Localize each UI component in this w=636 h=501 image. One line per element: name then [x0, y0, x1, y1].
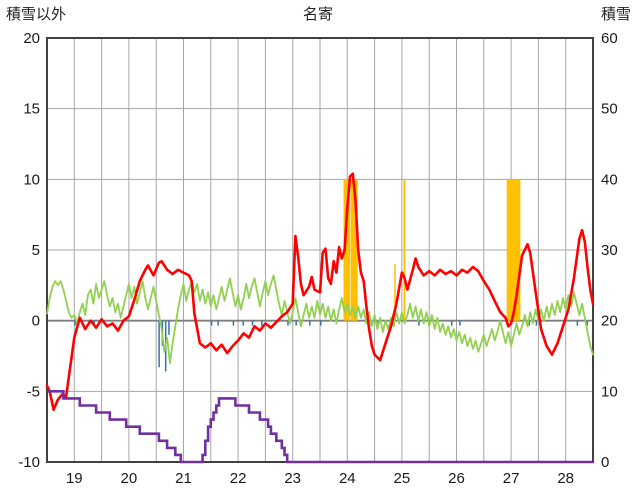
chart-title: 名寄: [302, 6, 334, 23]
grid-lines: [47, 38, 593, 462]
svg-text:15: 15: [23, 101, 40, 118]
red-line: [45, 172, 595, 412]
svg-text:20: 20: [23, 30, 40, 47]
purple-line: [47, 390, 593, 464]
svg-text:25: 25: [394, 470, 411, 487]
svg-text:5: 5: [32, 242, 40, 259]
svg-text:28: 28: [557, 470, 574, 487]
svg-text:-5: -5: [27, 383, 40, 400]
svg-text:20: 20: [121, 470, 138, 487]
right-axis-title: 積雪: [600, 6, 631, 23]
left-axis-title: 積雪以外: [6, 6, 67, 23]
svg-text:60: 60: [601, 30, 618, 47]
svg-text:20: 20: [601, 313, 618, 330]
svg-text:22: 22: [230, 470, 247, 487]
x-axis-tick-labels: 19 20 21 22 23 24 25 26 27 28: [66, 470, 574, 487]
svg-text:10: 10: [23, 171, 40, 188]
svg-text:30: 30: [601, 242, 618, 259]
svg-text:26: 26: [448, 470, 465, 487]
svg-text:0: 0: [601, 454, 609, 471]
orange-bars: [343, 179, 521, 321]
right-axis-tick-labels: 60 50 40 30 20 10 0: [601, 30, 618, 471]
svg-text:-10: -10: [18, 454, 40, 471]
left-axis-tick-labels: 20 15 10 5 0 -5 -10: [18, 30, 40, 471]
svg-text:24: 24: [339, 470, 356, 487]
svg-text:0: 0: [32, 313, 40, 330]
svg-text:27: 27: [503, 470, 520, 487]
svg-text:10: 10: [601, 383, 618, 400]
svg-text:19: 19: [66, 470, 83, 487]
svg-text:21: 21: [175, 470, 192, 487]
svg-text:50: 50: [601, 101, 618, 118]
svg-text:40: 40: [601, 171, 618, 188]
svg-text:23: 23: [284, 470, 301, 487]
green-line: [46, 274, 594, 365]
